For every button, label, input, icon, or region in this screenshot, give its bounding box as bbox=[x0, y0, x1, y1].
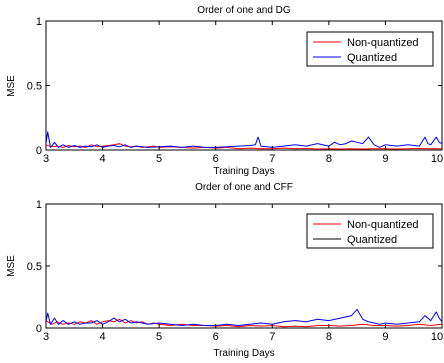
series-line-quantized bbox=[45, 131, 443, 148]
legend: Non-quantized Quantized bbox=[306, 213, 434, 249]
x-tick-label: 3 bbox=[43, 153, 49, 165]
chart-top: Order of one and DG 3 4 5 6 7 8 9 10 Tra… bbox=[6, 5, 443, 177]
y-tick-label: 1 bbox=[36, 16, 42, 28]
x-tick-label: 7 bbox=[269, 331, 275, 343]
chart-title: Order of one and CFF bbox=[195, 182, 293, 193]
y-tick-marks bbox=[46, 20, 442, 151]
x-tick-label: 8 bbox=[326, 331, 332, 343]
x-tick-label: 4 bbox=[100, 153, 106, 165]
legend-label-quantized: Quantized bbox=[347, 52, 397, 64]
y-tick-label: 0 bbox=[36, 323, 42, 335]
x-tick-label: 6 bbox=[213, 153, 219, 165]
y-axis: 0 0.5 1 MSE bbox=[6, 16, 442, 157]
x-tick-label: 4 bbox=[100, 331, 106, 343]
x-axis: 3 4 5 6 7 8 9 10 Training Days bbox=[43, 21, 443, 177]
series-line-quantized bbox=[45, 308, 443, 326]
legend-box bbox=[306, 31, 434, 67]
x-tick-label: 5 bbox=[156, 153, 162, 165]
x-tick-marks bbox=[45, 204, 443, 328]
x-tick-label: 5 bbox=[156, 331, 162, 343]
legend: Non-quantized Quantized bbox=[306, 31, 434, 67]
x-tick-label: 9 bbox=[382, 153, 388, 165]
y-axis-label: MSE bbox=[6, 75, 17, 97]
plot-lines bbox=[45, 308, 443, 328]
x-tick-label: 10 bbox=[431, 331, 443, 343]
x-axis-label: Training Days bbox=[213, 166, 274, 177]
x-tick-label: 9 bbox=[382, 331, 388, 343]
y-tick-label: 1 bbox=[36, 199, 42, 211]
y-tick-marks bbox=[46, 203, 442, 329]
y-tick-label: 0 bbox=[36, 145, 42, 157]
x-tick-label: 10 bbox=[431, 153, 443, 165]
plot-lines bbox=[45, 131, 443, 150]
x-axis: 3 4 5 6 7 8 9 10 Training Days bbox=[43, 204, 443, 359]
x-tick-label: 3 bbox=[43, 331, 49, 343]
y-tick-label: 0.5 bbox=[27, 261, 42, 273]
legend-box bbox=[306, 213, 434, 249]
x-axis-label: Training Days bbox=[213, 348, 274, 359]
x-tick-marks bbox=[45, 21, 443, 150]
x-tick-label: 6 bbox=[213, 331, 219, 343]
legend-label-quantized: Quantized bbox=[347, 234, 397, 246]
x-tick-label: 8 bbox=[326, 153, 332, 165]
legend-label-non-quantized: Non-quantized bbox=[347, 219, 419, 231]
legend-label-non-quantized: Non-quantized bbox=[347, 37, 419, 49]
chart-title: Order of one and DG bbox=[197, 5, 291, 16]
y-tick-label: 0.5 bbox=[27, 81, 42, 93]
chart-bottom: Order of one and CFF 3 4 5 6 7 8 9 10 Tr… bbox=[6, 182, 443, 359]
x-tick-label: 7 bbox=[269, 153, 275, 165]
y-axis: 0 0.5 1 MSE bbox=[6, 199, 442, 335]
y-axis-label: MSE bbox=[6, 255, 17, 277]
